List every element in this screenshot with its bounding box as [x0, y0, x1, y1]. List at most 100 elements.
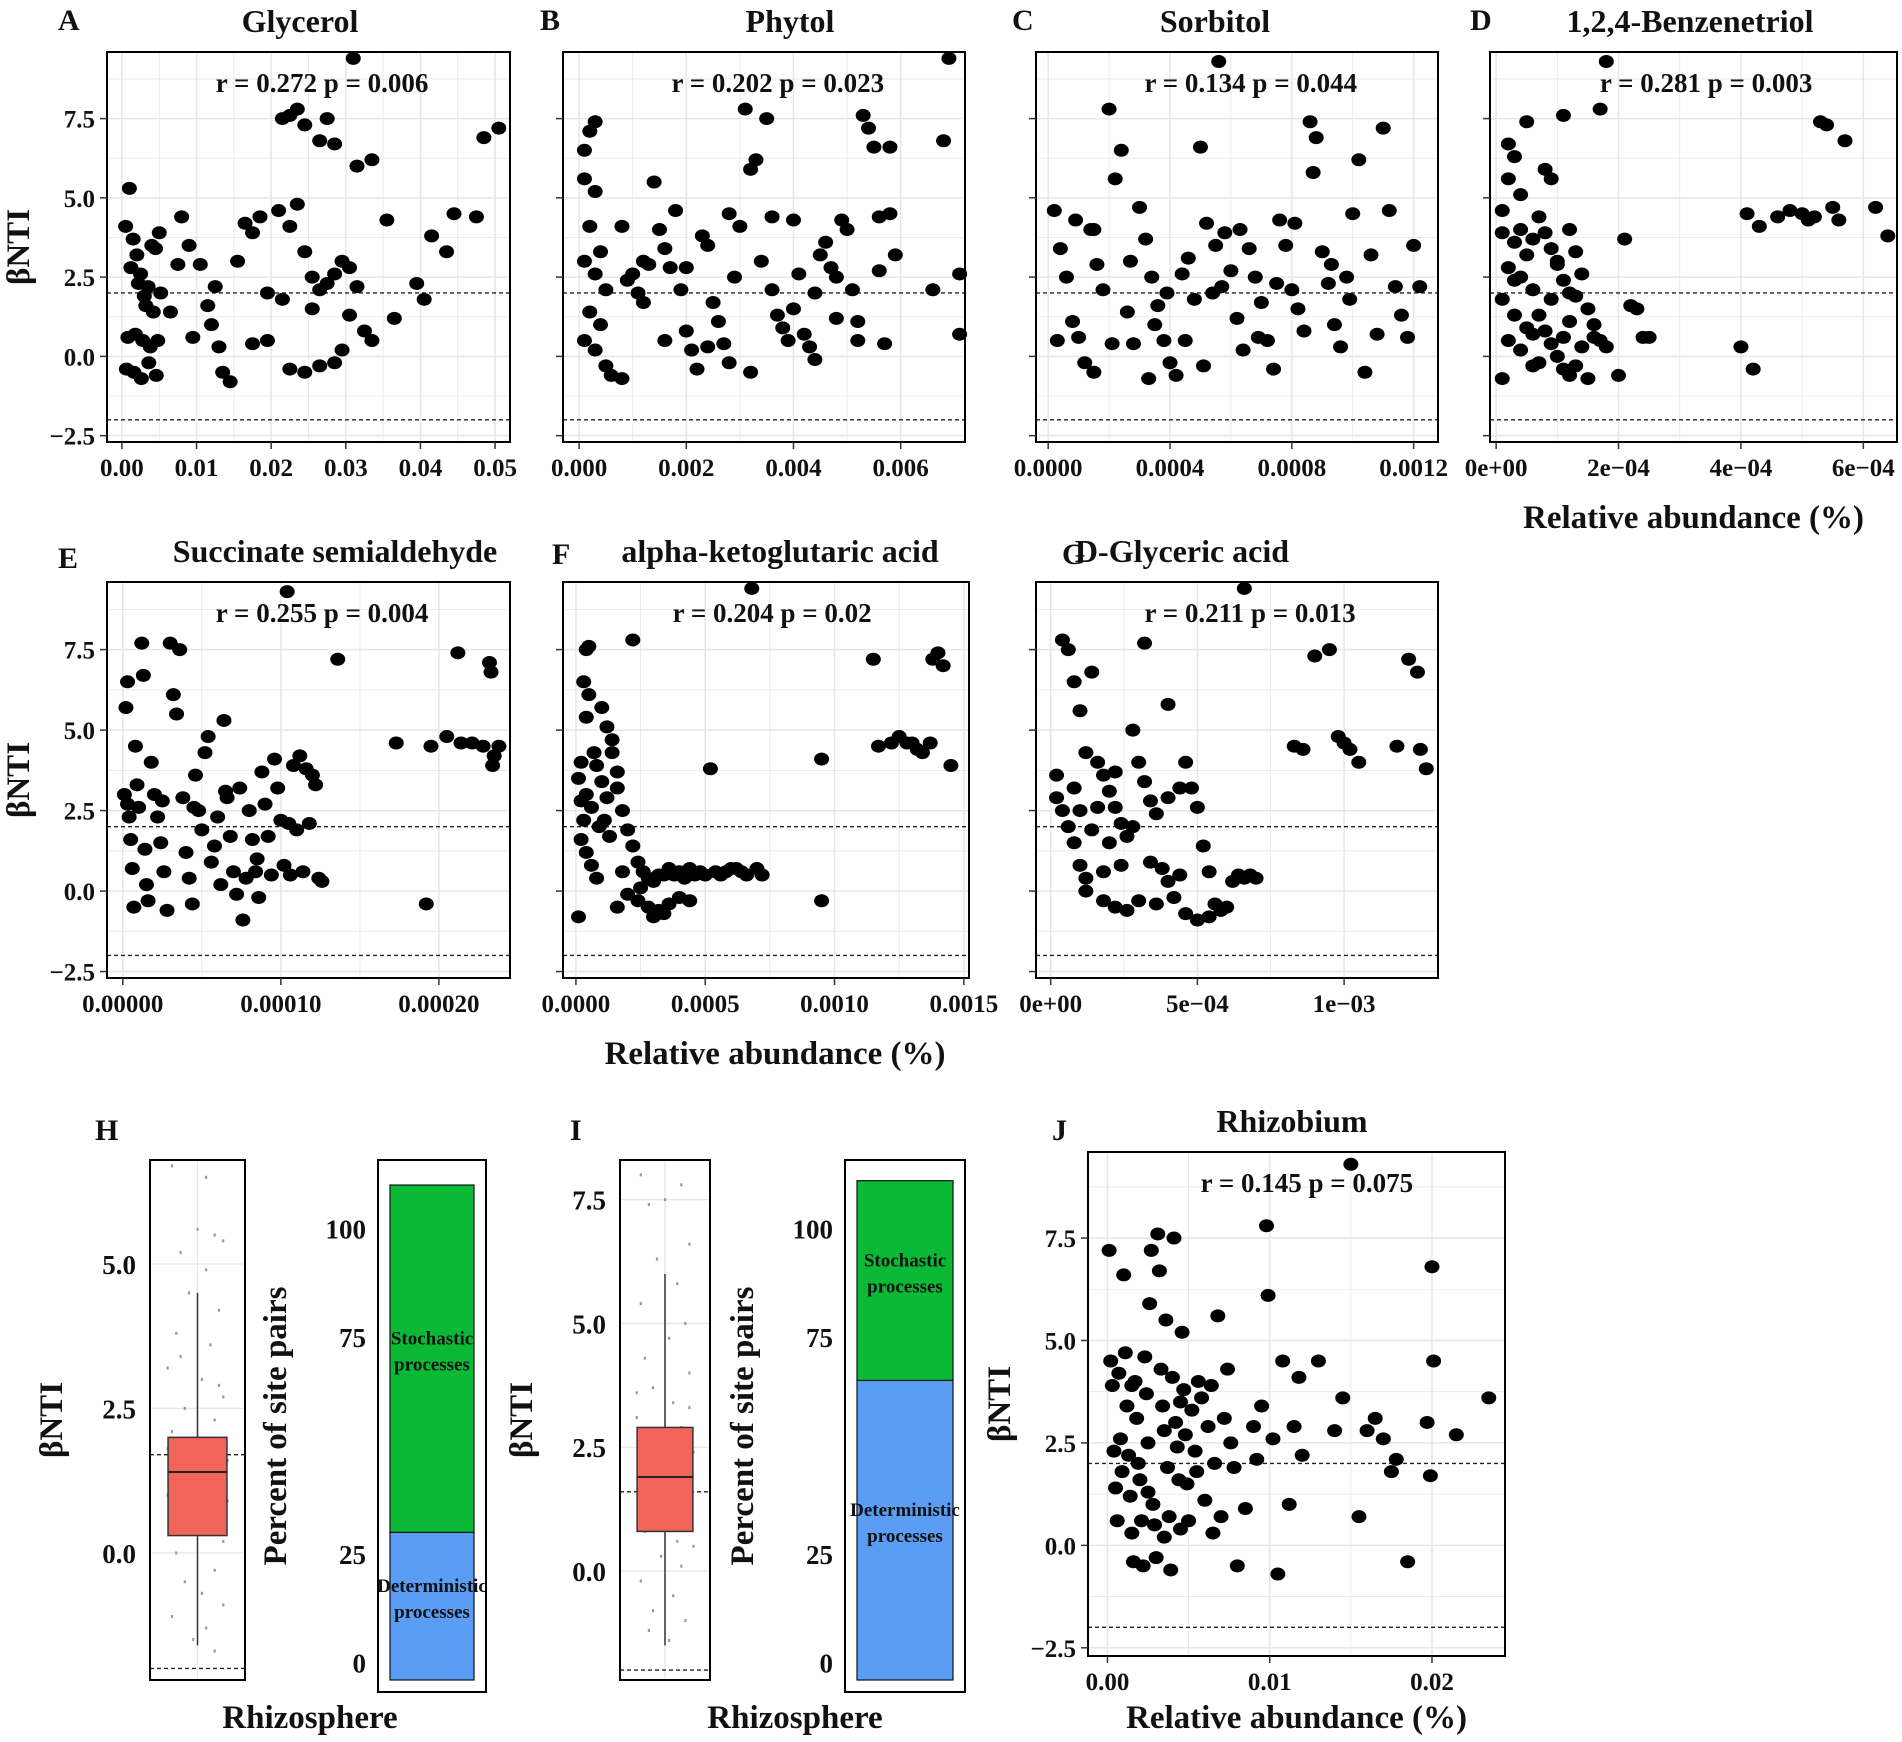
jitter-point — [651, 1386, 655, 1390]
data-point — [1220, 1362, 1236, 1376]
data-point — [1213, 1510, 1229, 1524]
data-point — [678, 261, 694, 275]
data-point — [1140, 1485, 1156, 1499]
data-point — [700, 238, 716, 252]
data-point — [1060, 820, 1076, 834]
data-point — [1101, 836, 1117, 850]
p-label: p = — [1252, 68, 1296, 98]
data-point — [1086, 223, 1102, 237]
data-point — [1174, 1325, 1190, 1339]
r-value: 0.145 — [1241, 1168, 1302, 1198]
jitter-point — [668, 1638, 671, 1642]
data-point — [614, 804, 630, 818]
data-point — [1066, 675, 1082, 689]
data-point — [855, 108, 871, 122]
jitter-point — [680, 1183, 683, 1187]
data-point — [118, 219, 134, 233]
data-point — [1389, 739, 1405, 753]
data-point — [573, 833, 589, 847]
data-point — [943, 759, 959, 773]
data-point — [1351, 153, 1367, 167]
data-point — [1519, 248, 1535, 262]
data-point — [1117, 1346, 1133, 1360]
data-point — [576, 143, 592, 157]
data-point — [1235, 343, 1251, 357]
data-point — [1072, 858, 1088, 872]
data-point — [481, 655, 497, 669]
data-point — [1159, 286, 1175, 300]
data-point — [1199, 216, 1215, 230]
x-tick-label: 0.002 — [658, 455, 714, 482]
data-point — [416, 292, 432, 306]
data-point — [759, 112, 775, 126]
x-axis-label: Rhizosphere — [222, 1700, 397, 1736]
y-tick-label: 7.5 — [64, 107, 95, 134]
data-point — [184, 897, 200, 911]
data-point — [764, 210, 780, 224]
data-point — [1418, 762, 1434, 776]
data-point — [576, 675, 592, 689]
data-point — [1424, 1260, 1440, 1274]
data-point — [614, 372, 630, 386]
x-tick-label: 0.00010 — [240, 991, 321, 1018]
data-point — [785, 302, 801, 316]
data-point — [1333, 340, 1349, 354]
r-value: 0.272 — [256, 68, 317, 98]
data-point — [130, 276, 146, 290]
y-axis-label: βNTI — [982, 1366, 1018, 1442]
data-point — [1089, 257, 1105, 271]
r-value: 0.202 — [712, 68, 773, 98]
data-point — [1121, 1448, 1137, 1462]
plot-frame — [1035, 581, 1439, 979]
data-point — [882, 207, 898, 221]
data-point — [635, 295, 651, 309]
data-point — [181, 871, 197, 885]
x-tick-label: 0e+00 — [1019, 991, 1082, 1018]
panel-title-e: Succinate semialdehyde — [173, 533, 497, 569]
data-point — [162, 305, 178, 319]
jitter-point — [183, 1406, 186, 1410]
r-value: 0.134 — [1185, 68, 1246, 98]
data-point — [1214, 280, 1230, 294]
data-point — [312, 134, 328, 148]
data-point — [764, 283, 780, 297]
data-point — [1236, 581, 1252, 595]
data-point — [1506, 235, 1522, 249]
r-label: r = — [1600, 68, 1640, 98]
data-point — [1158, 1313, 1174, 1327]
jitter-point — [187, 1291, 191, 1295]
data-point — [225, 865, 241, 879]
data-point — [1122, 254, 1138, 268]
data-point — [732, 219, 748, 233]
jitter-point — [688, 1406, 691, 1410]
data-point — [1148, 807, 1164, 821]
data-point — [930, 646, 946, 660]
data-point — [861, 121, 877, 135]
data-point — [839, 223, 855, 237]
data-point — [491, 739, 507, 753]
data-point — [1519, 115, 1535, 129]
data-point — [134, 636, 150, 650]
data-point — [345, 51, 361, 65]
jitter-point — [688, 1371, 691, 1375]
y-tick-label: 7.5 — [64, 638, 95, 665]
data-point — [1052, 242, 1068, 256]
data-point — [1135, 1559, 1151, 1573]
p-value: 0.003 — [1752, 68, 1813, 98]
data-point — [661, 897, 677, 911]
data-point — [1226, 1461, 1242, 1475]
data-point — [1125, 337, 1141, 351]
data-point — [330, 652, 346, 666]
data-point — [914, 746, 930, 760]
data-point — [1549, 254, 1565, 268]
data-point — [169, 707, 185, 721]
data-point — [379, 213, 395, 227]
spacer — [773, 68, 780, 98]
data-point — [1151, 1264, 1167, 1278]
data-point — [153, 286, 169, 300]
data-point — [388, 736, 404, 750]
data-point — [282, 219, 298, 233]
y-tick-label: 75 — [806, 1323, 833, 1353]
data-point — [599, 720, 615, 734]
data-point — [356, 324, 372, 338]
